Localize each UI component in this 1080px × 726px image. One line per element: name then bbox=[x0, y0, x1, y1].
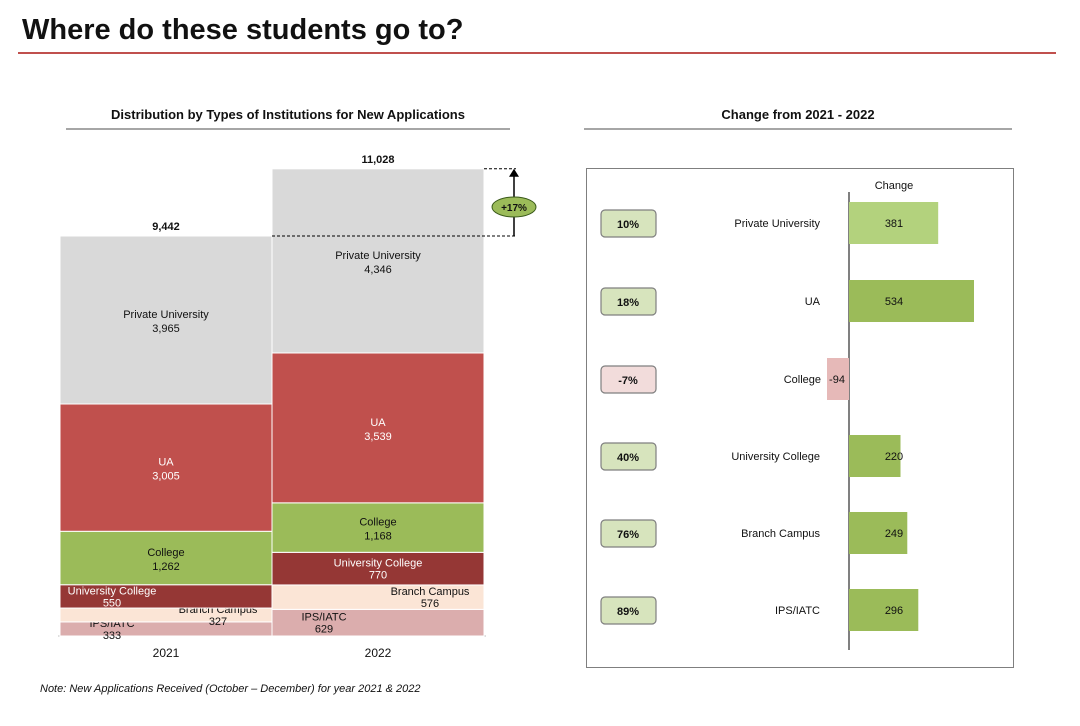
footnote: Note: New Applications Received (October… bbox=[40, 683, 421, 695]
left-chart-title-rule bbox=[66, 128, 510, 130]
percent-label-ips-iatc: 89% bbox=[617, 606, 639, 618]
change-category-ua: UA bbox=[805, 296, 821, 308]
x-tick-2021: 2021 bbox=[153, 646, 180, 660]
change-bar-branch-campus bbox=[849, 512, 908, 554]
right-chart-title-rule bbox=[584, 128, 1012, 130]
growth-badge bbox=[491, 196, 537, 218]
change-category-private-university: Private University bbox=[734, 218, 820, 230]
change-value-private-university: 381 bbox=[885, 218, 903, 230]
percent-badge-ips-iatc bbox=[600, 596, 657, 625]
percent-badge-ua bbox=[600, 287, 657, 316]
segment-value-ua-2022: 3,539 bbox=[364, 431, 392, 443]
segment-value-branch-2021: 327 bbox=[209, 616, 227, 628]
segment-name-ua-2021: UA bbox=[158, 457, 174, 469]
segment-name-college-2022: College bbox=[359, 517, 396, 529]
segment-value-college-2021: 1,262 bbox=[152, 561, 180, 573]
stack-segment-college-2021 bbox=[59, 530, 273, 586]
segment-name-college-2021: College bbox=[147, 547, 184, 559]
segment-value-college-2022: 1,168 bbox=[364, 531, 392, 543]
segment-name-univ_college-2021: University College bbox=[68, 585, 157, 597]
percent-label-college: -7% bbox=[618, 375, 638, 387]
change-category-college: College bbox=[784, 374, 821, 386]
change-value-university-college: 220 bbox=[885, 451, 903, 463]
segment-value-ua-2021: 3,005 bbox=[152, 471, 180, 483]
percent-badge-branch-campus bbox=[600, 519, 657, 548]
percent-label-branch-campus: 76% bbox=[617, 529, 639, 541]
stack-segment-branch-2022 bbox=[271, 584, 485, 610]
segment-value-branch-2022: 576 bbox=[421, 598, 439, 610]
segment-value-univ_college-2022: 770 bbox=[369, 570, 387, 582]
percent-label-private-university: 10% bbox=[617, 219, 639, 231]
change-value-branch-campus: 249 bbox=[885, 528, 903, 540]
change-category-ips-iatc: IPS/IATC bbox=[775, 605, 820, 617]
segment-name-branch-2022: Branch Campus bbox=[391, 586, 470, 598]
total-label-2021: 9,442 bbox=[152, 221, 180, 233]
right-chart-title: Change from 2021 - 2022 bbox=[721, 107, 875, 122]
change-value-ips-iatc: 296 bbox=[885, 605, 903, 617]
change-category-branch-campus: Branch Campus bbox=[741, 528, 820, 540]
segment-value-ips-2022: 629 bbox=[315, 624, 333, 636]
change-bar-private-university bbox=[849, 202, 939, 244]
left-chart-title: Distribution by Types of Institutions fo… bbox=[111, 107, 465, 122]
change-bar-university-college bbox=[849, 435, 901, 477]
stack-segment-private-2022 bbox=[271, 168, 485, 354]
stack-segment-univ_college-2022 bbox=[271, 551, 485, 586]
segment-value-univ_college-2021: 550 bbox=[103, 597, 121, 609]
growth-badge-label: +17% bbox=[501, 203, 527, 214]
stack-segment-college-2022 bbox=[271, 502, 485, 553]
segment-name-private-2021: Private University bbox=[123, 309, 209, 321]
title-divider bbox=[18, 52, 1056, 54]
stack-segment-ua-2021 bbox=[59, 403, 273, 532]
change-bar-college bbox=[826, 358, 849, 400]
page-title: Where do these students go to? bbox=[22, 14, 464, 46]
segment-name-ua-2022: UA bbox=[370, 417, 386, 429]
growth-arrow-head bbox=[509, 168, 519, 177]
segment-value-private-2021: 3,965 bbox=[152, 323, 180, 335]
segment-name-univ_college-2022: University College bbox=[334, 558, 423, 570]
percent-label-ua: 18% bbox=[617, 297, 639, 309]
change-column-header: Change bbox=[875, 180, 914, 192]
percent-badge-university-college bbox=[600, 442, 657, 471]
segment-value-ips-2021: 333 bbox=[103, 630, 121, 642]
segment-value-private-2022: 4,346 bbox=[364, 264, 392, 276]
segment-name-ips-2022: IPS/IATC bbox=[301, 612, 346, 624]
change-value-college: -94 bbox=[829, 374, 845, 386]
change-category-university-college: University College bbox=[731, 451, 820, 463]
change-bar-ua bbox=[849, 280, 974, 322]
segment-name-private-2022: Private University bbox=[335, 250, 421, 262]
change-chart-frame bbox=[586, 168, 1014, 668]
stack-segment-ua-2022 bbox=[271, 352, 485, 504]
change-value-ua: 534 bbox=[885, 296, 903, 308]
percent-label-university-college: 40% bbox=[617, 452, 639, 464]
stack-segment-private-2021 bbox=[59, 235, 273, 405]
total-label-2022: 11,028 bbox=[361, 154, 394, 166]
percent-badge-college bbox=[600, 365, 657, 394]
percent-badge-private-university bbox=[600, 209, 657, 238]
x-tick-2022: 2022 bbox=[365, 646, 392, 660]
change-bar-ips-iatc bbox=[849, 589, 919, 631]
